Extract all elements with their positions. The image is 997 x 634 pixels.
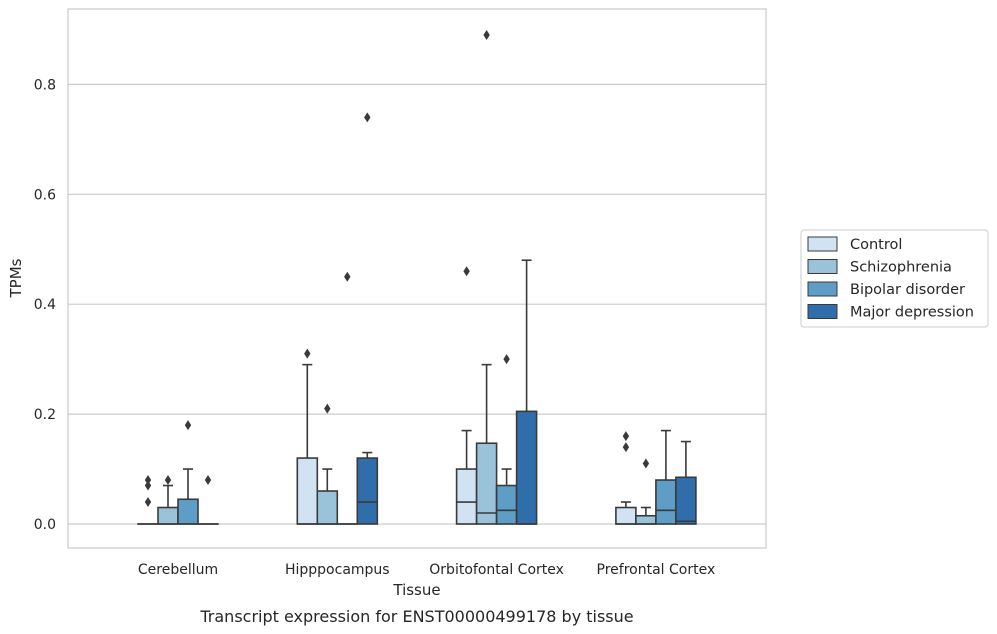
outlier-point xyxy=(622,442,630,453)
legend: Control Schizophrenia Bipolar disorder Majo… xyxy=(800,229,989,328)
plot-frame xyxy=(67,8,767,549)
x-tick-label: Orbitofontal Cortex xyxy=(429,562,564,578)
y-tick-labels: 0.0 0.2 0.4 0.6 0.8 xyxy=(34,77,56,533)
outlier-point xyxy=(164,475,172,486)
legend-label: Schizophrenia xyxy=(850,260,952,276)
box-body xyxy=(356,457,379,525)
box-1-3 xyxy=(356,112,379,525)
outlier-point xyxy=(483,29,490,40)
box-3-3 xyxy=(675,440,697,525)
boxes xyxy=(137,29,697,525)
y-tick-label: 0.0 xyxy=(34,517,56,533)
outlier-point xyxy=(304,348,311,359)
legend-label: Control xyxy=(850,237,902,253)
outlier-point xyxy=(204,475,212,486)
outlier-point xyxy=(324,403,331,414)
box-body xyxy=(635,514,657,525)
y-tick-label: 0.2 xyxy=(34,407,56,423)
x-tick-label: Prefrontal Cortex xyxy=(597,562,716,578)
box-3-0 xyxy=(615,431,637,525)
outlier-point xyxy=(364,112,371,123)
legend-swatch xyxy=(807,259,838,274)
box-body xyxy=(495,484,518,525)
box-body xyxy=(455,468,478,525)
outlier-point xyxy=(503,354,510,365)
box-0-2 xyxy=(177,420,199,525)
box-1-1 xyxy=(316,403,339,525)
box-2-1 xyxy=(475,29,498,525)
plot-background xyxy=(68,9,766,548)
y-tick-label: 0.4 xyxy=(34,297,56,313)
y-tick-label: 0.8 xyxy=(34,77,56,93)
box-body xyxy=(655,479,677,525)
outlier-point xyxy=(144,497,152,508)
box-body xyxy=(316,490,339,525)
box-body xyxy=(515,410,538,525)
box-0-1 xyxy=(157,475,179,525)
legend-swatch xyxy=(807,281,838,297)
outlier-point xyxy=(184,420,192,431)
box-body xyxy=(296,457,319,525)
legend-label: Major depression xyxy=(850,305,974,321)
box-body xyxy=(675,476,697,525)
outlier-point xyxy=(642,458,650,469)
box-body xyxy=(475,442,498,525)
chart-caption: Transcript expression for ENST0000049917… xyxy=(199,607,633,626)
legend-label: Bipolar disorder xyxy=(850,282,965,298)
y-tick-label: 0.6 xyxy=(34,187,56,203)
box-2-3 xyxy=(515,259,538,525)
box-2-2 xyxy=(495,354,518,525)
x-tick-label: Cerebellum xyxy=(138,562,218,578)
x-tick-labels: Cerebellum Hipppocampus Orbitofontal Corte… xyxy=(138,562,715,578)
outlier-point xyxy=(144,480,152,491)
box-0-3 xyxy=(197,475,219,525)
legend-swatch xyxy=(807,236,838,252)
box-body xyxy=(157,506,179,525)
box-body xyxy=(177,498,199,525)
outlier-point xyxy=(622,431,630,442)
outlier-point xyxy=(344,271,351,282)
x-axis-label: Tissue xyxy=(392,581,440,599)
outlier-point xyxy=(463,266,470,277)
y-axis-label: TPMs xyxy=(7,258,25,298)
outlier-point xyxy=(144,475,152,486)
legend-frame xyxy=(800,229,989,328)
box-2-0 xyxy=(455,266,478,525)
x-tick-label: Hipppocampus xyxy=(285,562,390,578)
legend-swatch xyxy=(807,304,838,319)
box-body xyxy=(615,506,637,525)
